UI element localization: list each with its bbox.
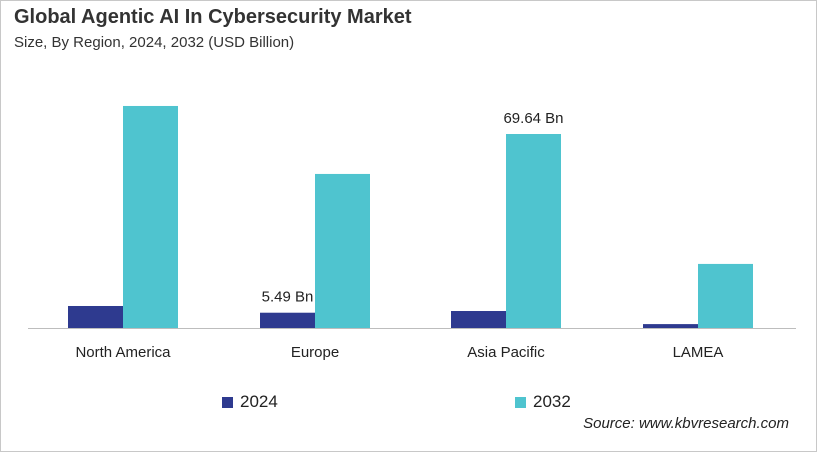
source-note: Source: www.kbvresearch.com	[583, 415, 789, 432]
chart-subtitle: Size, By Region, 2024, 2032 (USD Billion…	[14, 34, 295, 51]
bar-2032-europe	[315, 173, 370, 328]
bar-2024-lamea	[643, 324, 698, 328]
legend-item-2032: 2032	[515, 392, 571, 412]
data-label: 69.64 Bn	[503, 110, 563, 127]
chart-title: Global Agentic AI In Cybersecurity Marke…	[14, 6, 412, 28]
legend-swatch-2032	[515, 396, 526, 408]
x-tick-label: North America	[75, 344, 171, 361]
bar-2032-north-america	[123, 105, 178, 328]
bar-2032-asia-pacific	[506, 134, 561, 328]
bar-2024-north-america	[68, 305, 123, 328]
legend-item-2024: 2024	[222, 392, 278, 412]
x-tick-label: Asia Pacific	[467, 344, 545, 361]
legend-swatch-2024	[222, 396, 233, 408]
x-tick-label: LAMEA	[673, 344, 724, 361]
x-tick-label: Europe	[291, 344, 339, 361]
legend-label-2024: 2024	[240, 392, 278, 411]
legend-label-2032: 2032	[533, 392, 571, 411]
bar-2032-lamea	[698, 263, 753, 328]
bar-2024-europe	[260, 312, 315, 328]
bar-2024-asia-pacific	[451, 311, 506, 328]
data-label: 5.49 Bn	[262, 289, 314, 306]
